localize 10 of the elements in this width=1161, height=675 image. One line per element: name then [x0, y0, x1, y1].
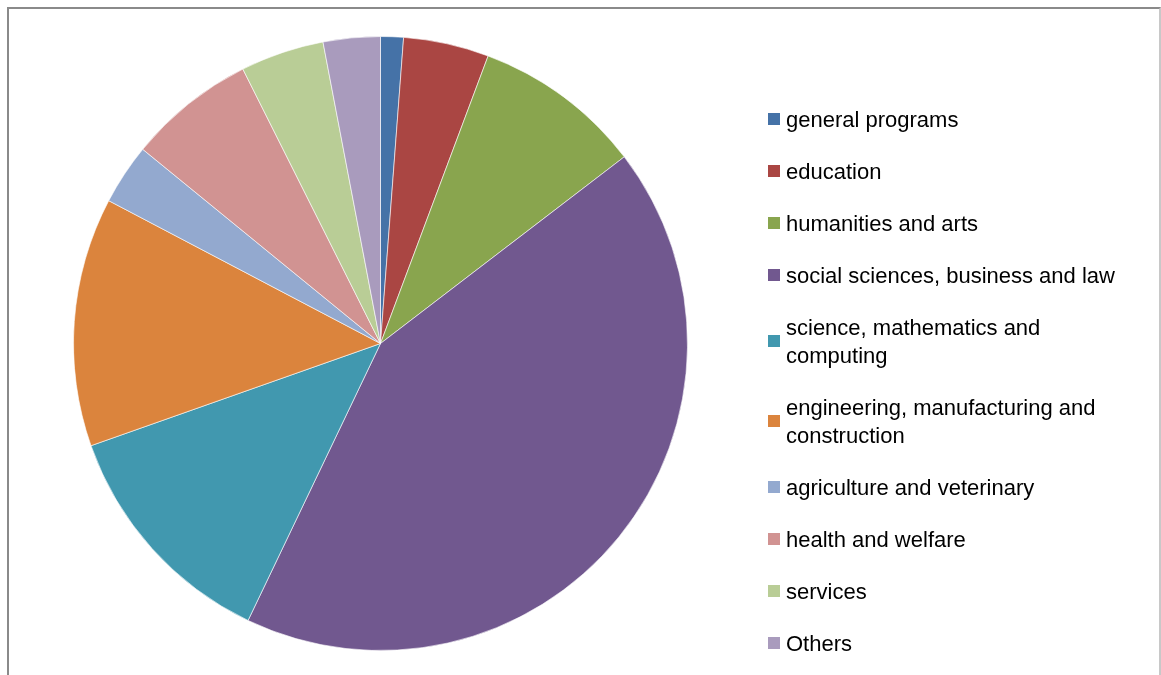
legend-label: Others	[786, 630, 853, 656]
legend-label: science, mathematics and computing	[786, 314, 1047, 368]
legend-label: services	[786, 578, 867, 604]
legend-label: engineering, manufacturing and construction	[786, 394, 1102, 448]
legend-label: general programs	[786, 106, 959, 132]
legend-label: humanities and arts	[786, 210, 978, 236]
legend-label: social sciences, business and law	[786, 262, 1116, 288]
legend-label: education	[786, 158, 882, 184]
legend-label: health and welfare	[786, 526, 966, 552]
legend-label: agriculture and veterinary	[786, 474, 1035, 500]
